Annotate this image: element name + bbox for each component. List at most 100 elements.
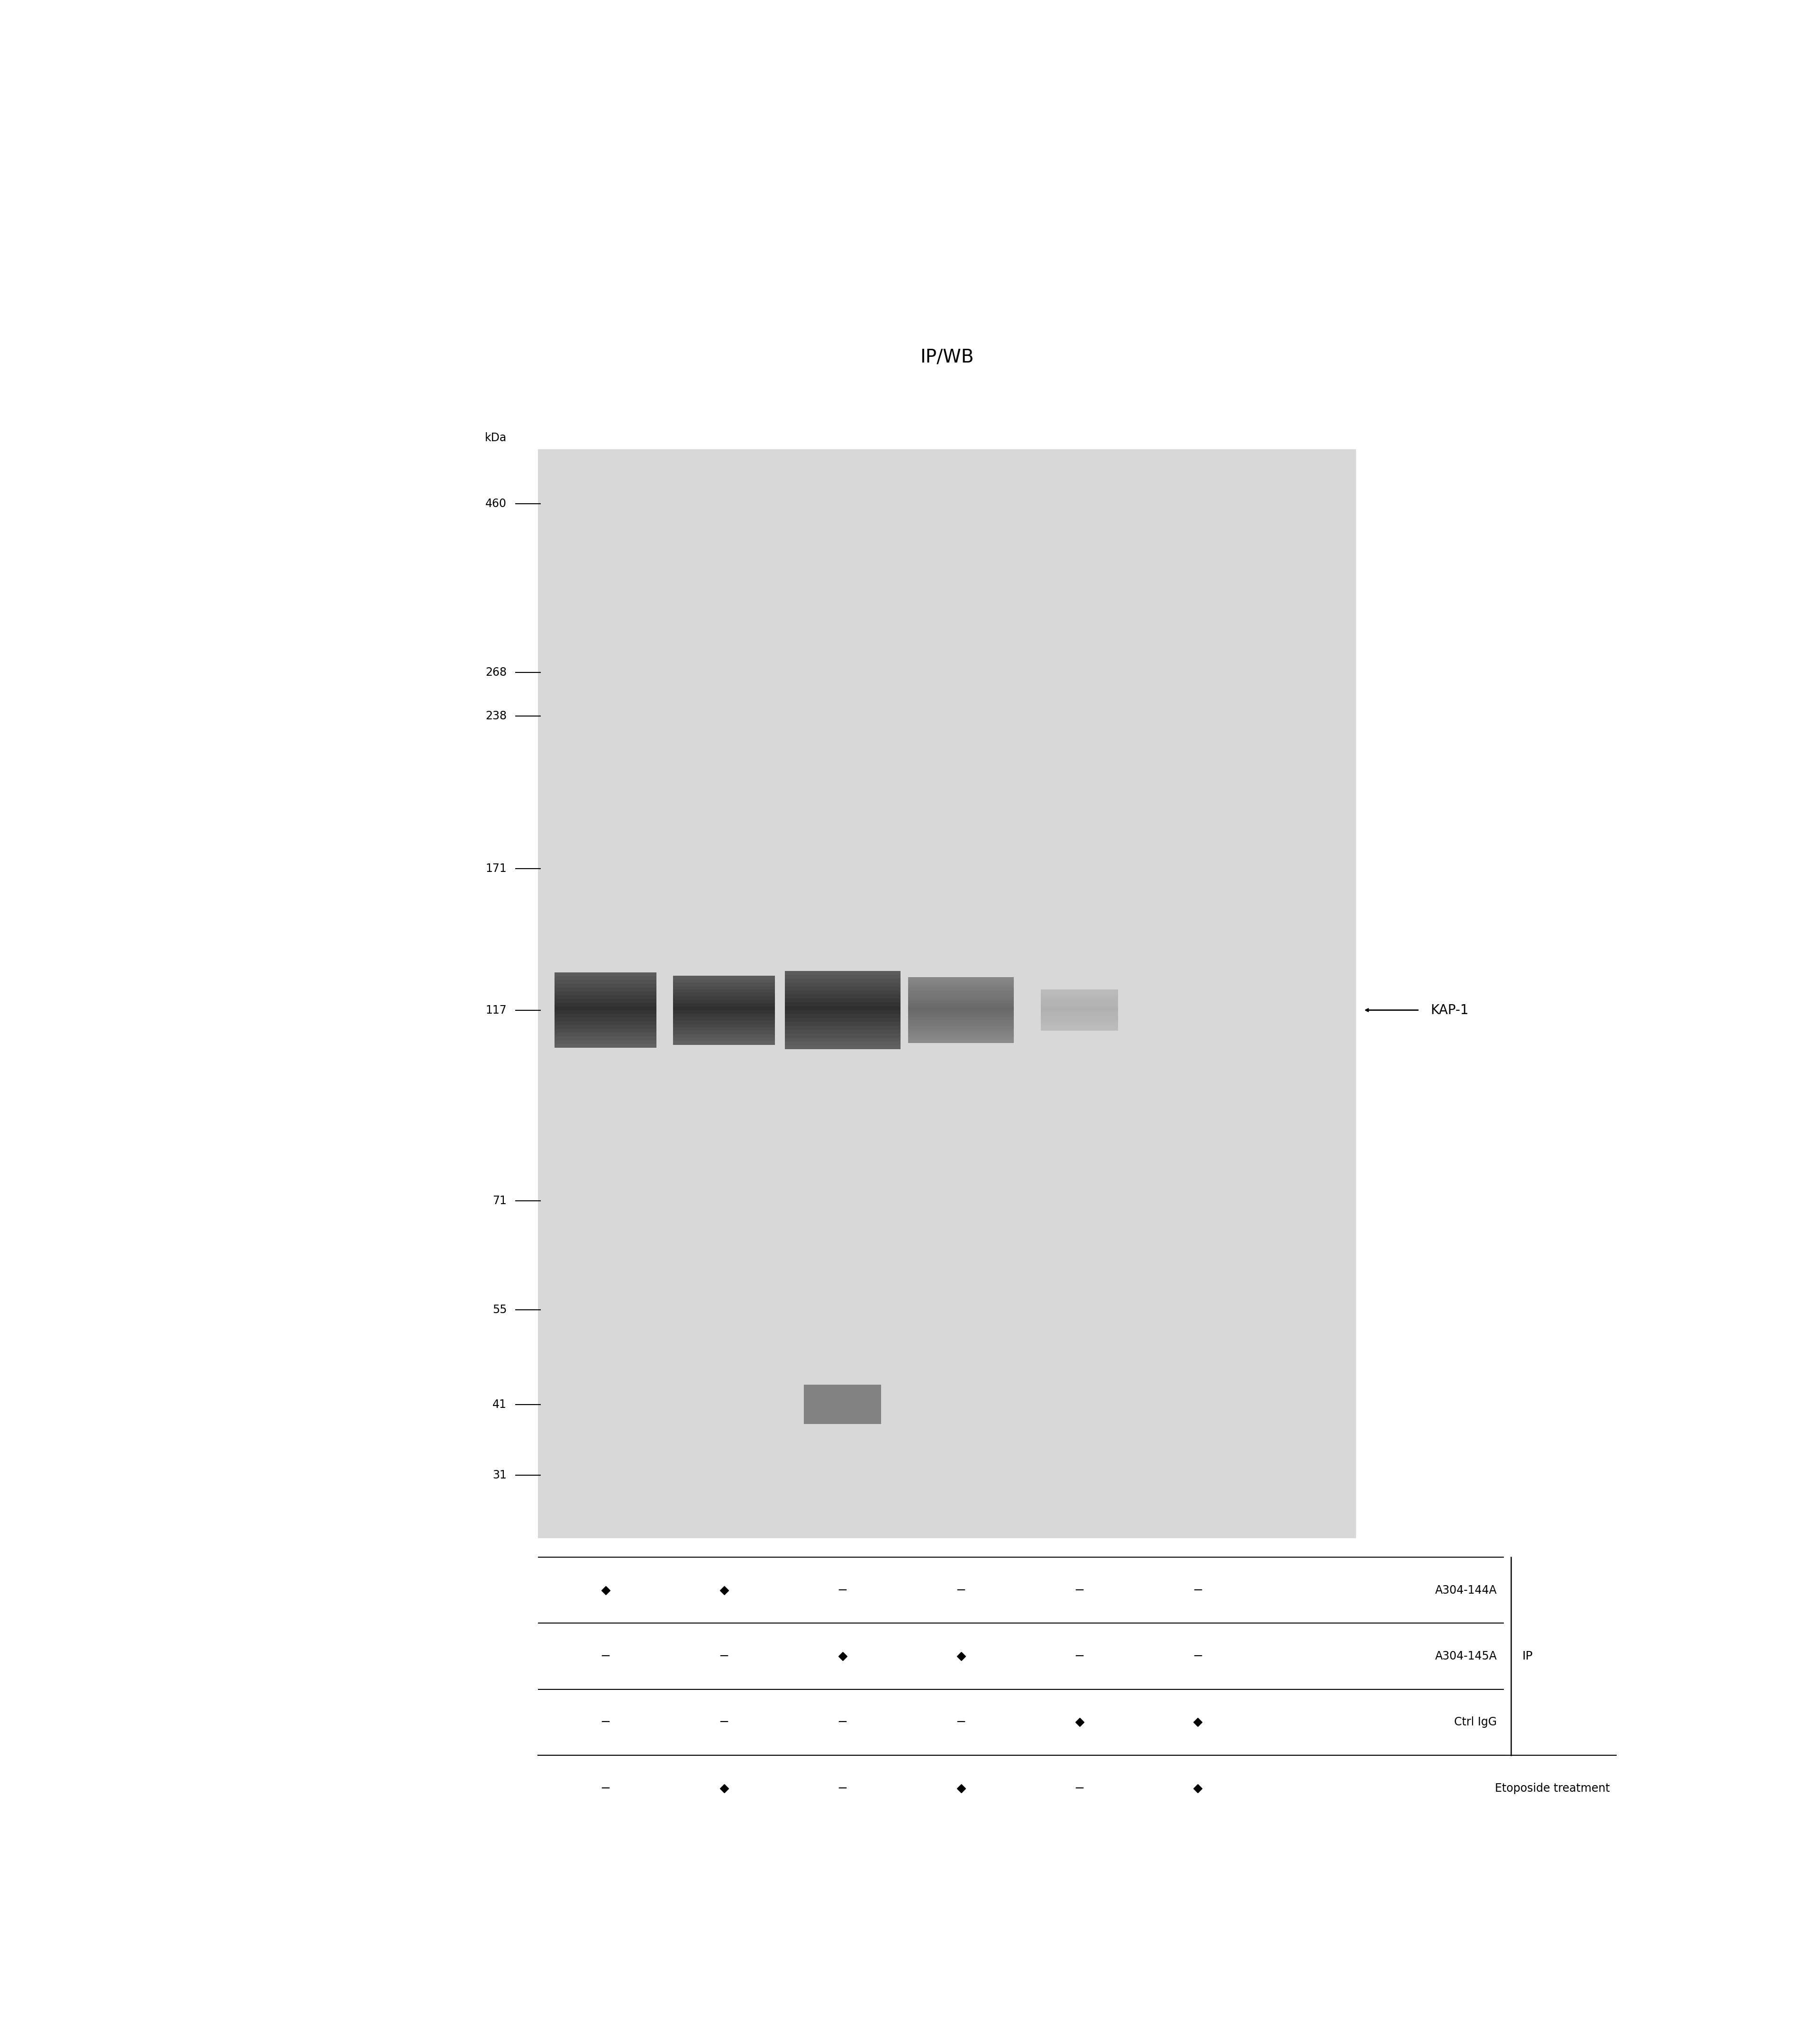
Text: 55: 55 [493, 1304, 506, 1314]
Bar [1041, 1008, 1117, 1010]
Bar [673, 1037, 775, 1041]
Bar [784, 1018, 901, 1023]
Bar [908, 1039, 1014, 1043]
Bar [555, 976, 657, 980]
Bar [673, 1035, 775, 1037]
Text: −: − [719, 1649, 730, 1661]
Bar [555, 1006, 657, 1010]
Bar [1041, 1006, 1117, 1008]
Bar [1041, 992, 1117, 994]
Bar [1041, 1027, 1117, 1029]
Bar [784, 1002, 901, 1006]
Text: −: − [601, 1649, 612, 1661]
Bar [784, 1037, 901, 1041]
Bar [784, 1023, 901, 1027]
Bar [673, 1020, 775, 1025]
Text: 238: 238 [486, 710, 506, 723]
Text: −: − [837, 1716, 848, 1729]
Bar [908, 990, 1014, 994]
Bar [1041, 1014, 1117, 1016]
Bar [1041, 1025, 1117, 1027]
Text: −: − [601, 1716, 612, 1729]
Text: 268: 268 [486, 667, 506, 678]
Bar [555, 1041, 657, 1045]
Bar [908, 1014, 1014, 1016]
Bar [784, 1027, 901, 1031]
Bar [673, 1025, 775, 1027]
Bar [908, 1010, 1014, 1014]
Bar [784, 982, 901, 986]
Bar [1041, 1000, 1117, 1002]
Text: −: − [837, 1782, 848, 1794]
Text: 71: 71 [493, 1196, 506, 1206]
Text: KAP-1: KAP-1 [1431, 1004, 1469, 1016]
Bar [1041, 1023, 1117, 1025]
Bar [1041, 1029, 1117, 1031]
Text: −: − [956, 1716, 966, 1729]
Bar [555, 1029, 657, 1033]
Text: −: − [1192, 1584, 1203, 1596]
Text: −: − [1074, 1649, 1085, 1661]
Bar [1041, 1020, 1117, 1023]
Bar [555, 996, 657, 998]
Text: A304-144A: A304-144A [1434, 1584, 1496, 1596]
Text: −: − [601, 1782, 612, 1794]
Bar [673, 992, 775, 996]
Bar [908, 980, 1014, 984]
Bar [784, 998, 901, 1002]
Text: 31: 31 [493, 1470, 506, 1482]
Bar [784, 1006, 901, 1010]
Bar [908, 1033, 1014, 1037]
Text: IP/WB: IP/WB [919, 349, 974, 365]
Bar [555, 1014, 657, 1018]
Bar [673, 1031, 775, 1035]
Bar [555, 1025, 657, 1029]
Text: −: − [1074, 1782, 1085, 1794]
Bar [908, 978, 1014, 980]
Bar [784, 976, 901, 980]
Bar [908, 994, 1014, 996]
Text: −: − [1192, 1649, 1203, 1661]
Text: IP: IP [1522, 1651, 1532, 1661]
Bar [673, 1006, 775, 1010]
Bar [804, 1384, 881, 1425]
Bar [908, 1000, 1014, 1004]
Bar [908, 1027, 1014, 1031]
Bar [784, 1041, 901, 1045]
Bar [673, 982, 775, 986]
Bar [784, 986, 901, 990]
Bar [555, 1010, 657, 1014]
Bar [555, 980, 657, 984]
Bar [1041, 1004, 1117, 1006]
Bar [784, 990, 901, 994]
Text: Etoposide treatment: Etoposide treatment [1494, 1782, 1609, 1794]
Bar [673, 980, 775, 982]
Bar [908, 984, 1014, 988]
Bar [555, 1002, 657, 1006]
Bar [555, 992, 657, 996]
Bar [1041, 1002, 1117, 1004]
Bar [784, 1045, 901, 1049]
Bar [908, 1031, 1014, 1033]
Bar [673, 1016, 775, 1020]
Bar [555, 984, 657, 988]
Bar [908, 996, 1014, 1000]
Bar [673, 976, 775, 980]
Bar [555, 1037, 657, 1041]
Bar [555, 972, 657, 976]
Bar [784, 1031, 901, 1033]
Bar [555, 998, 657, 1002]
Bar [908, 988, 1014, 990]
Text: −: − [837, 1584, 848, 1596]
Bar [1041, 1012, 1117, 1014]
Bar [1041, 990, 1117, 992]
Bar [784, 972, 901, 976]
Bar [673, 990, 775, 992]
Text: 460: 460 [486, 498, 506, 510]
Bar [784, 1033, 901, 1037]
Bar [555, 1018, 657, 1020]
Bar [673, 1041, 775, 1045]
Bar [1041, 1016, 1117, 1018]
Bar [555, 1045, 657, 1047]
Text: −: − [1074, 1584, 1085, 1596]
